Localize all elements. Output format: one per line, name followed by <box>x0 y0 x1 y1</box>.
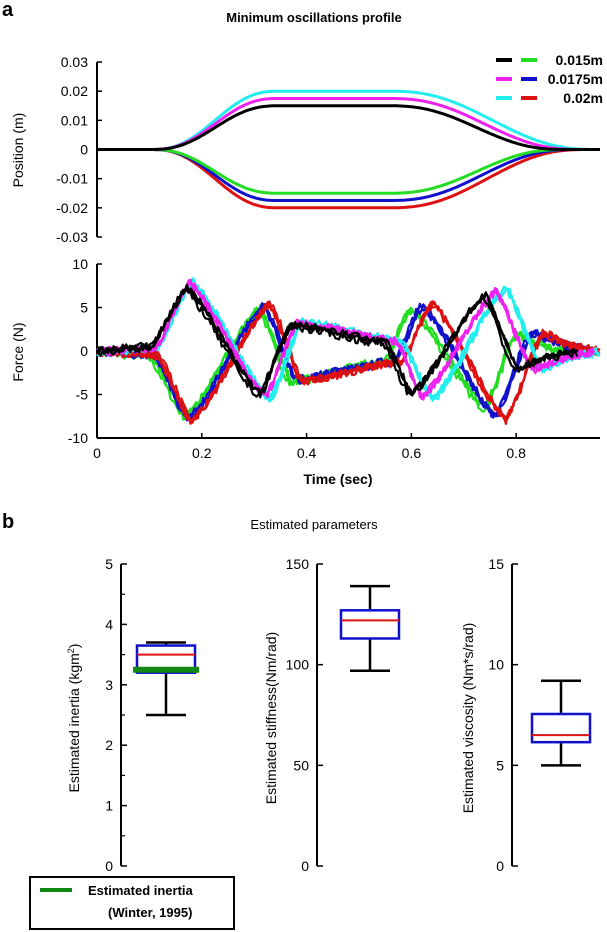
inertia-ylabel-sup: 2 <box>66 648 76 653</box>
force-y-tick-label: -5 <box>76 387 89 403</box>
box-y-tick-label: 15 <box>488 556 504 572</box>
force-y-tick-label: 5 <box>80 300 88 316</box>
position-chart: 0.03 0.02 0.01 0 -0.01 -0.02 -0.03 <box>56 54 600 245</box>
legend-label: 0.0175m <box>548 71 603 87</box>
legend-label: 0.015m <box>556 52 603 68</box>
box-y-tick-label: 3 <box>105 677 113 693</box>
winter-legend-label-2: (Winter, 1995) <box>108 905 192 920</box>
winter-legend-box <box>29 876 235 930</box>
force-y-tick-label: -10 <box>68 430 88 446</box>
legend-label: 0.02m <box>563 90 603 106</box>
force-trace <box>96 300 601 425</box>
box-y-tick-label: 5 <box>105 556 113 572</box>
stiffness-ylabel: Estimated stiffness(Nm/rad) <box>263 632 279 804</box>
position-title: Minimum oscillations profile <box>226 10 402 25</box>
winter-legend-label-1: Estimated inertia <box>88 883 194 898</box>
panel-label-b: b <box>2 511 14 533</box>
force-y-tick-label: 0 <box>80 343 88 359</box>
box-y-tick-label: 150 <box>286 556 310 572</box>
box-y-tick-label: 100 <box>286 657 310 673</box>
viscosity-chart: 15 10 5 0 <box>488 556 592 874</box>
position-legend: 0.015m 0.0175m 0.02m <box>496 52 603 106</box>
box-y-tick-label: 4 <box>105 616 113 632</box>
force-ylabel: Force (N) <box>10 322 26 381</box>
panel-label-a: a <box>2 0 14 21</box>
inertia-ylabel-text: Estimated inertia (kgm <box>66 653 82 792</box>
params-title: Estimated parameters <box>250 517 378 532</box>
box-y-tick-label: 5 <box>496 757 504 773</box>
position-ylabel: Position (m) <box>10 113 26 188</box>
force-x-tick-label: 0 <box>93 445 101 461</box>
inertia-ylabel: Estimated inertia (kgm2) <box>66 644 82 793</box>
force-x-tick-label: 0.8 <box>506 445 526 461</box>
force-trace <box>95 284 579 399</box>
force-y-tick-label: 10 <box>72 256 88 272</box>
viscosity-ylabel: Estimated viscosity (Nm*s/rad) <box>460 623 476 814</box>
inertia-chart: 5 4 3 2 1 0 <box>105 556 199 874</box>
position-y-tick-label: -0.03 <box>56 229 88 245</box>
position-y-tick-label: 0 <box>80 142 88 158</box>
box-y-tick-label: 0 <box>496 858 504 874</box>
position-curve <box>97 148 600 195</box>
position-curve <box>97 104 600 151</box>
force-x-tick-label: 0.6 <box>402 445 422 461</box>
force-chart: 10 5 0 -5 -10 0 0.2 0.4 0.6 0.8 <box>68 256 601 461</box>
inertia-ylabel-close: ) <box>66 644 82 649</box>
box-y-tick-label: 10 <box>488 657 504 673</box>
force-trace <box>96 288 579 398</box>
box-y-tick-label: 0 <box>105 858 113 874</box>
position-y-tick-label: -0.01 <box>56 171 88 187</box>
position-y-tick-label: 0.03 <box>61 54 88 70</box>
force-x-tick-label: 0.2 <box>192 445 212 461</box>
position-y-tick-label: 0.01 <box>61 112 88 128</box>
box-iqr <box>339 609 401 640</box>
box-y-tick-label: 0 <box>301 858 309 874</box>
force-x-tick-label: 0.4 <box>297 445 317 461</box>
box-y-tick-label: 50 <box>293 757 309 773</box>
position-y-tick-label: -0.02 <box>56 200 88 216</box>
box-y-tick-label: 2 <box>105 737 113 753</box>
box-iqr <box>530 712 592 744</box>
force-xlabel: Time (sec) <box>304 471 373 487</box>
position-y-tick-label: 0.02 <box>61 83 88 99</box>
stiffness-chart: 150 100 50 0 <box>286 556 401 874</box>
box-y-tick-label: 1 <box>105 798 113 814</box>
